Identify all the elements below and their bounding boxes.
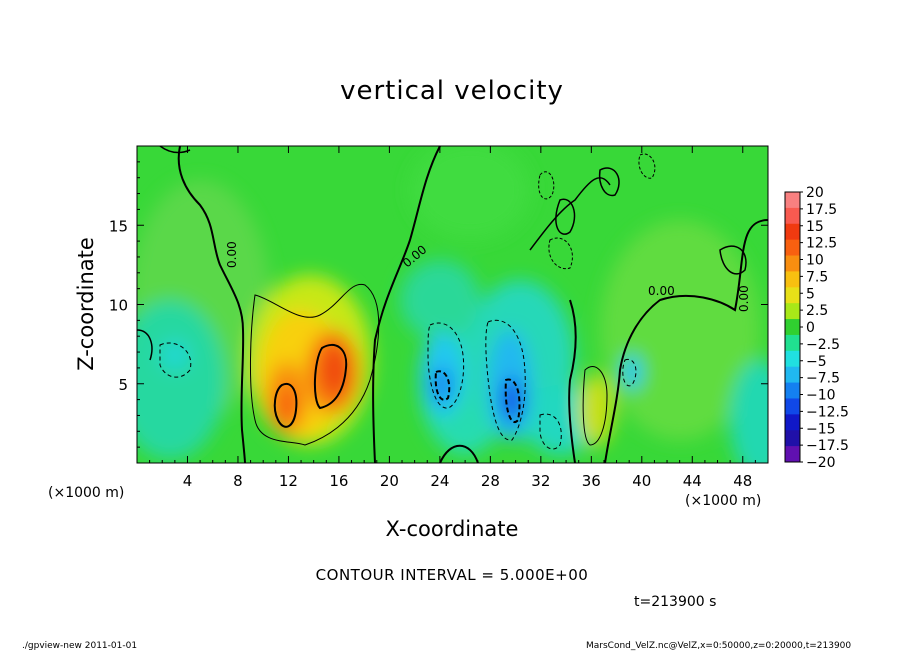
noise-contour-d <box>598 167 620 197</box>
neg5-contour-c <box>159 342 192 378</box>
neg5-contour-b <box>485 319 526 441</box>
colorbar-label: 20 <box>806 185 824 201</box>
colorbar-label: −2.5 <box>806 337 840 353</box>
colorbar-swatch <box>785 303 800 320</box>
footer-left: ./gpview-new 2011-01-01 <box>22 641 138 651</box>
x-unit-left-label: (×1000 m) <box>48 485 124 501</box>
x-tick-label: 8 <box>233 472 243 490</box>
pos10-contour-a <box>273 382 298 428</box>
x-tick-label: 24 <box>430 472 449 490</box>
colorbar: 2017.51512.5107.552.50−2.5−5−7.5−10−12.5… <box>784 185 849 471</box>
noise-contour-b <box>555 198 576 235</box>
neg5-contour-e <box>622 358 637 387</box>
contour-label-3: 0.00 <box>648 284 675 298</box>
y-axis-title: Z-coordinate <box>74 237 98 371</box>
colorbar-label: 5 <box>806 286 815 302</box>
contour-label-4: 0.00 <box>737 285 751 312</box>
colorbar-label: 15 <box>806 219 824 235</box>
colorbar-swatch <box>785 366 800 384</box>
y-tick-label: 10 <box>109 297 128 315</box>
footer-right: MarsCond_VelZ.nc@VelZ,x=0:50000,z=0:2000… <box>586 641 852 651</box>
x-tick-label: 32 <box>531 472 550 490</box>
x-unit-right-label: (×1000 m) <box>685 493 761 509</box>
colorbar-label: 17.5 <box>806 202 837 218</box>
x-tick-label: 16 <box>329 472 348 490</box>
neg10-contour-a <box>434 370 451 401</box>
noise-contour-c <box>548 237 573 270</box>
colorbar-swatch <box>785 382 800 399</box>
colorbar-label: −7.5 <box>806 371 840 387</box>
pos5-contour-small <box>582 365 608 446</box>
neg5-contour-a <box>427 322 465 409</box>
colorbar-swatch <box>785 430 800 447</box>
colorbar-label: −20 <box>806 455 836 471</box>
zero-contour-right <box>568 299 577 463</box>
zero-contour-left <box>177 146 246 463</box>
y-tick-label: 5 <box>118 376 128 394</box>
colorbar-swatch <box>785 350 800 368</box>
heatmap-field: 0.00 0.00 0.00 0.00 <box>137 146 768 463</box>
colorbar-swatch <box>785 414 800 431</box>
contour-label-1: 0.00 <box>225 241 239 268</box>
colorbar-swatch <box>785 255 800 272</box>
y-axis: 5 10 15 <box>109 161 768 448</box>
colorbar-swatch <box>785 223 800 241</box>
x-tick-label: 12 <box>279 472 298 490</box>
pos10-contour-b <box>313 343 348 410</box>
colorbar-swatch <box>785 192 800 209</box>
colorbar-swatch <box>785 271 800 288</box>
y-tick-label: 15 <box>109 217 128 235</box>
x-tick-label: 28 <box>481 472 500 490</box>
colorbar-label: −17.5 <box>806 438 849 454</box>
x-tick-label: 48 <box>733 472 752 490</box>
noise-contour-g <box>719 245 747 275</box>
neg5-contour-d <box>539 413 562 450</box>
colorbar-label: −5 <box>806 354 827 370</box>
x-tick-label: 44 <box>683 472 702 490</box>
x-tick-label: 36 <box>582 472 601 490</box>
colorbar-swatch <box>785 398 800 415</box>
colorbar-label: 12.5 <box>806 236 837 252</box>
colorbar-label: −15 <box>806 421 836 437</box>
contour-lines <box>137 146 768 463</box>
chart-title: vertical velocity <box>340 76 564 106</box>
zero-contour-mid <box>372 146 441 463</box>
x-axis-title: X-coordinate <box>386 517 519 541</box>
colorbar-label: 0 <box>806 320 815 336</box>
colorbar-swatch <box>785 239 800 257</box>
contour-labels: 0.00 0.00 0.00 0.00 <box>225 241 751 312</box>
x-tick-label: 40 <box>632 472 651 490</box>
zero-contour-far <box>604 219 768 463</box>
neg10-contour-b <box>504 378 521 423</box>
colorbar-label: 10 <box>806 253 824 269</box>
colorbar-label: 2.5 <box>806 303 828 319</box>
x-tick-label: 20 <box>380 472 399 490</box>
contour-interval-text: CONTOUR INTERVAL = 5.000E+00 <box>315 566 589 584</box>
zero-contour-blob <box>439 444 479 463</box>
pos5-contour <box>250 283 380 446</box>
colorbar-swatch <box>785 319 800 336</box>
colorbar-label: −12.5 <box>806 404 849 420</box>
colorbar-label: 7.5 <box>806 269 828 285</box>
colorbar-swatch <box>785 287 800 304</box>
colorbar-label: −10 <box>806 388 836 404</box>
field-blobs <box>137 146 768 463</box>
zero-contour-edge <box>137 329 153 361</box>
colorbar-swatch <box>785 207 800 225</box>
x-axis: 4 8 12 16 20 24 28 32 36 40 44 48 <box>149 146 756 490</box>
colorbar-swatch <box>785 334 800 352</box>
time-label: t=213900 s <box>634 594 717 610</box>
x-tick-label: 4 <box>183 472 193 490</box>
colorbar-swatch <box>785 446 800 463</box>
